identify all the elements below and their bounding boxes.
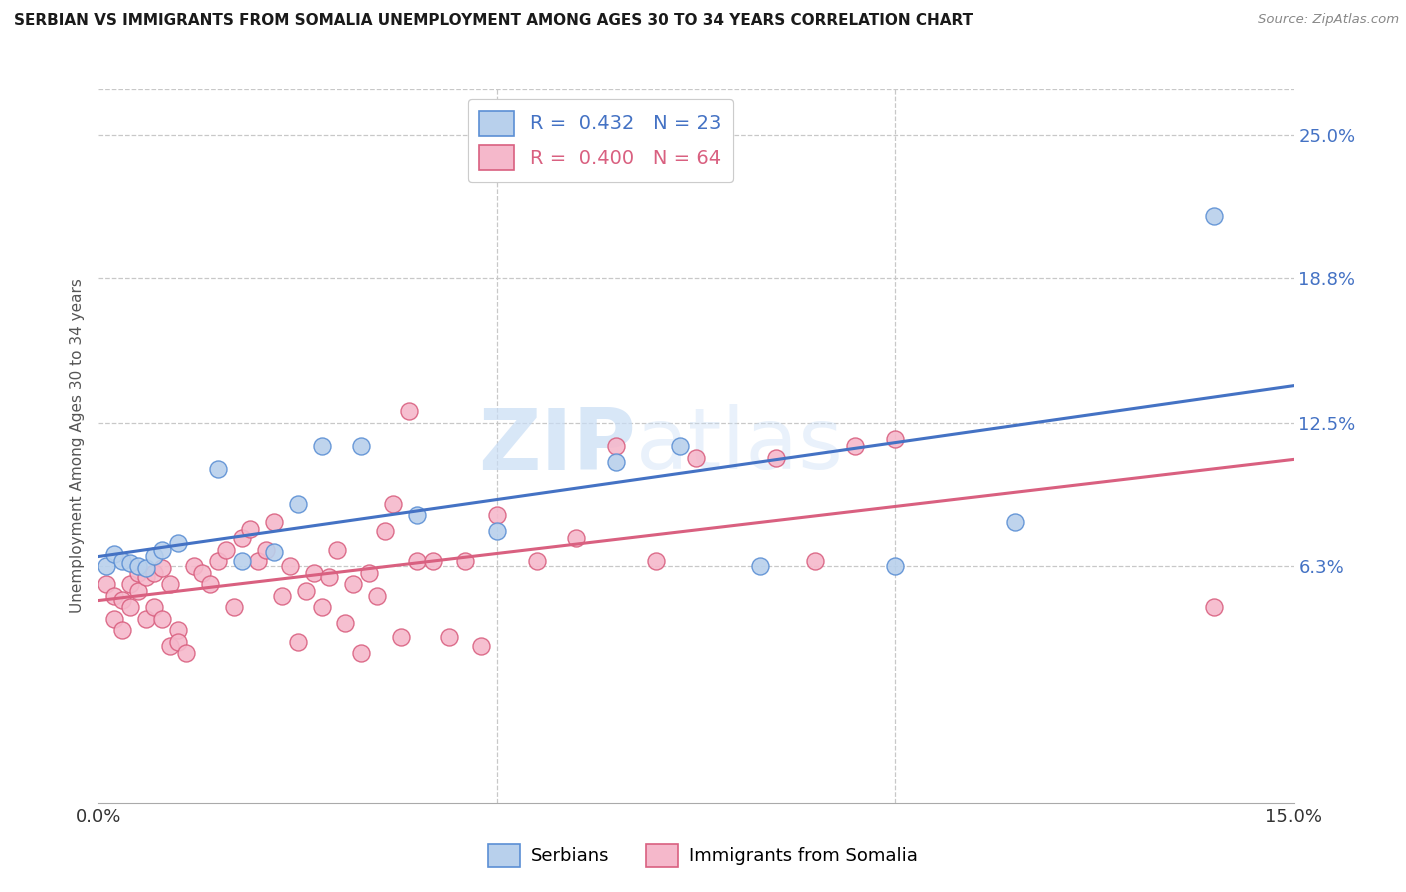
Point [183, 558, 205, 573]
Point [366, 589, 388, 603]
Text: atlas: atlas [637, 404, 844, 488]
Point [111, 623, 134, 637]
Point [342, 577, 364, 591]
Point [287, 634, 309, 648]
Point [191, 566, 214, 580]
Point [422, 554, 444, 568]
Point [884, 558, 907, 573]
Point [645, 554, 668, 568]
Point [207, 462, 229, 476]
Point [174, 646, 197, 660]
Point [765, 450, 787, 465]
Point [159, 640, 181, 654]
Point [326, 542, 349, 557]
Point [246, 554, 269, 568]
Point [844, 439, 866, 453]
Point [111, 593, 134, 607]
Point [485, 508, 508, 522]
Point [485, 524, 508, 538]
Point [318, 570, 340, 584]
Point [526, 554, 548, 568]
Point [406, 554, 429, 568]
Point [135, 570, 157, 584]
Point [231, 531, 253, 545]
Point [159, 577, 181, 591]
Point [150, 561, 173, 575]
Point [374, 524, 396, 538]
Point [198, 577, 221, 591]
Point [1202, 600, 1225, 615]
Point [103, 612, 125, 626]
Point [470, 640, 492, 654]
Point [127, 584, 149, 599]
Point [143, 566, 166, 580]
Point [454, 554, 477, 568]
Point [311, 439, 333, 453]
Point [96, 558, 118, 573]
Point [311, 600, 333, 615]
Point [389, 630, 412, 644]
Legend: R =  0.432   N = 23, R =  0.400   N = 64: R = 0.432 N = 23, R = 0.400 N = 64 [468, 99, 733, 182]
Point [605, 455, 627, 469]
Point [884, 432, 907, 446]
Point [143, 549, 166, 564]
Point [605, 439, 627, 453]
Point [359, 566, 381, 580]
Point [111, 554, 134, 568]
Point [127, 558, 149, 573]
Point [143, 600, 166, 615]
Point [167, 623, 190, 637]
Point [294, 584, 316, 599]
Point [120, 557, 142, 571]
Point [127, 566, 149, 580]
Text: SERBIAN VS IMMIGRANTS FROM SOMALIA UNEMPLOYMENT AMONG AGES 30 TO 34 YEARS CORREL: SERBIAN VS IMMIGRANTS FROM SOMALIA UNEMP… [14, 13, 973, 29]
Point [565, 531, 588, 545]
Point [804, 554, 827, 568]
Point [222, 600, 245, 615]
Point [150, 612, 173, 626]
Text: Source: ZipAtlas.com: Source: ZipAtlas.com [1258, 13, 1399, 27]
Point [685, 450, 707, 465]
Point [1202, 209, 1225, 223]
Point [96, 577, 118, 591]
Point [398, 404, 420, 418]
Point [302, 566, 325, 580]
Point [278, 558, 301, 573]
Point [120, 600, 142, 615]
Point [167, 634, 190, 648]
Point [350, 646, 373, 660]
Y-axis label: Unemployment Among Ages 30 to 34 years: Unemployment Among Ages 30 to 34 years [69, 278, 84, 614]
Text: ZIP: ZIP [478, 404, 637, 488]
Point [254, 542, 277, 557]
Point [207, 554, 229, 568]
Point [287, 497, 309, 511]
Point [120, 577, 142, 591]
Point [215, 542, 238, 557]
Point [669, 439, 692, 453]
Point [135, 612, 157, 626]
Point [335, 616, 357, 631]
Point [748, 558, 770, 573]
Point [263, 545, 285, 559]
Point [382, 497, 405, 511]
Point [103, 547, 125, 561]
Point [1004, 515, 1026, 529]
Point [231, 554, 253, 568]
Point [135, 561, 157, 575]
Point [103, 589, 125, 603]
Point [437, 630, 460, 644]
Point [150, 542, 173, 557]
Point [239, 522, 262, 536]
Point [263, 515, 285, 529]
Legend: Serbians, Immigrants from Somalia: Serbians, Immigrants from Somalia [481, 837, 925, 874]
Point [350, 439, 373, 453]
Point [270, 589, 292, 603]
Point [406, 508, 429, 522]
Point [167, 535, 190, 549]
